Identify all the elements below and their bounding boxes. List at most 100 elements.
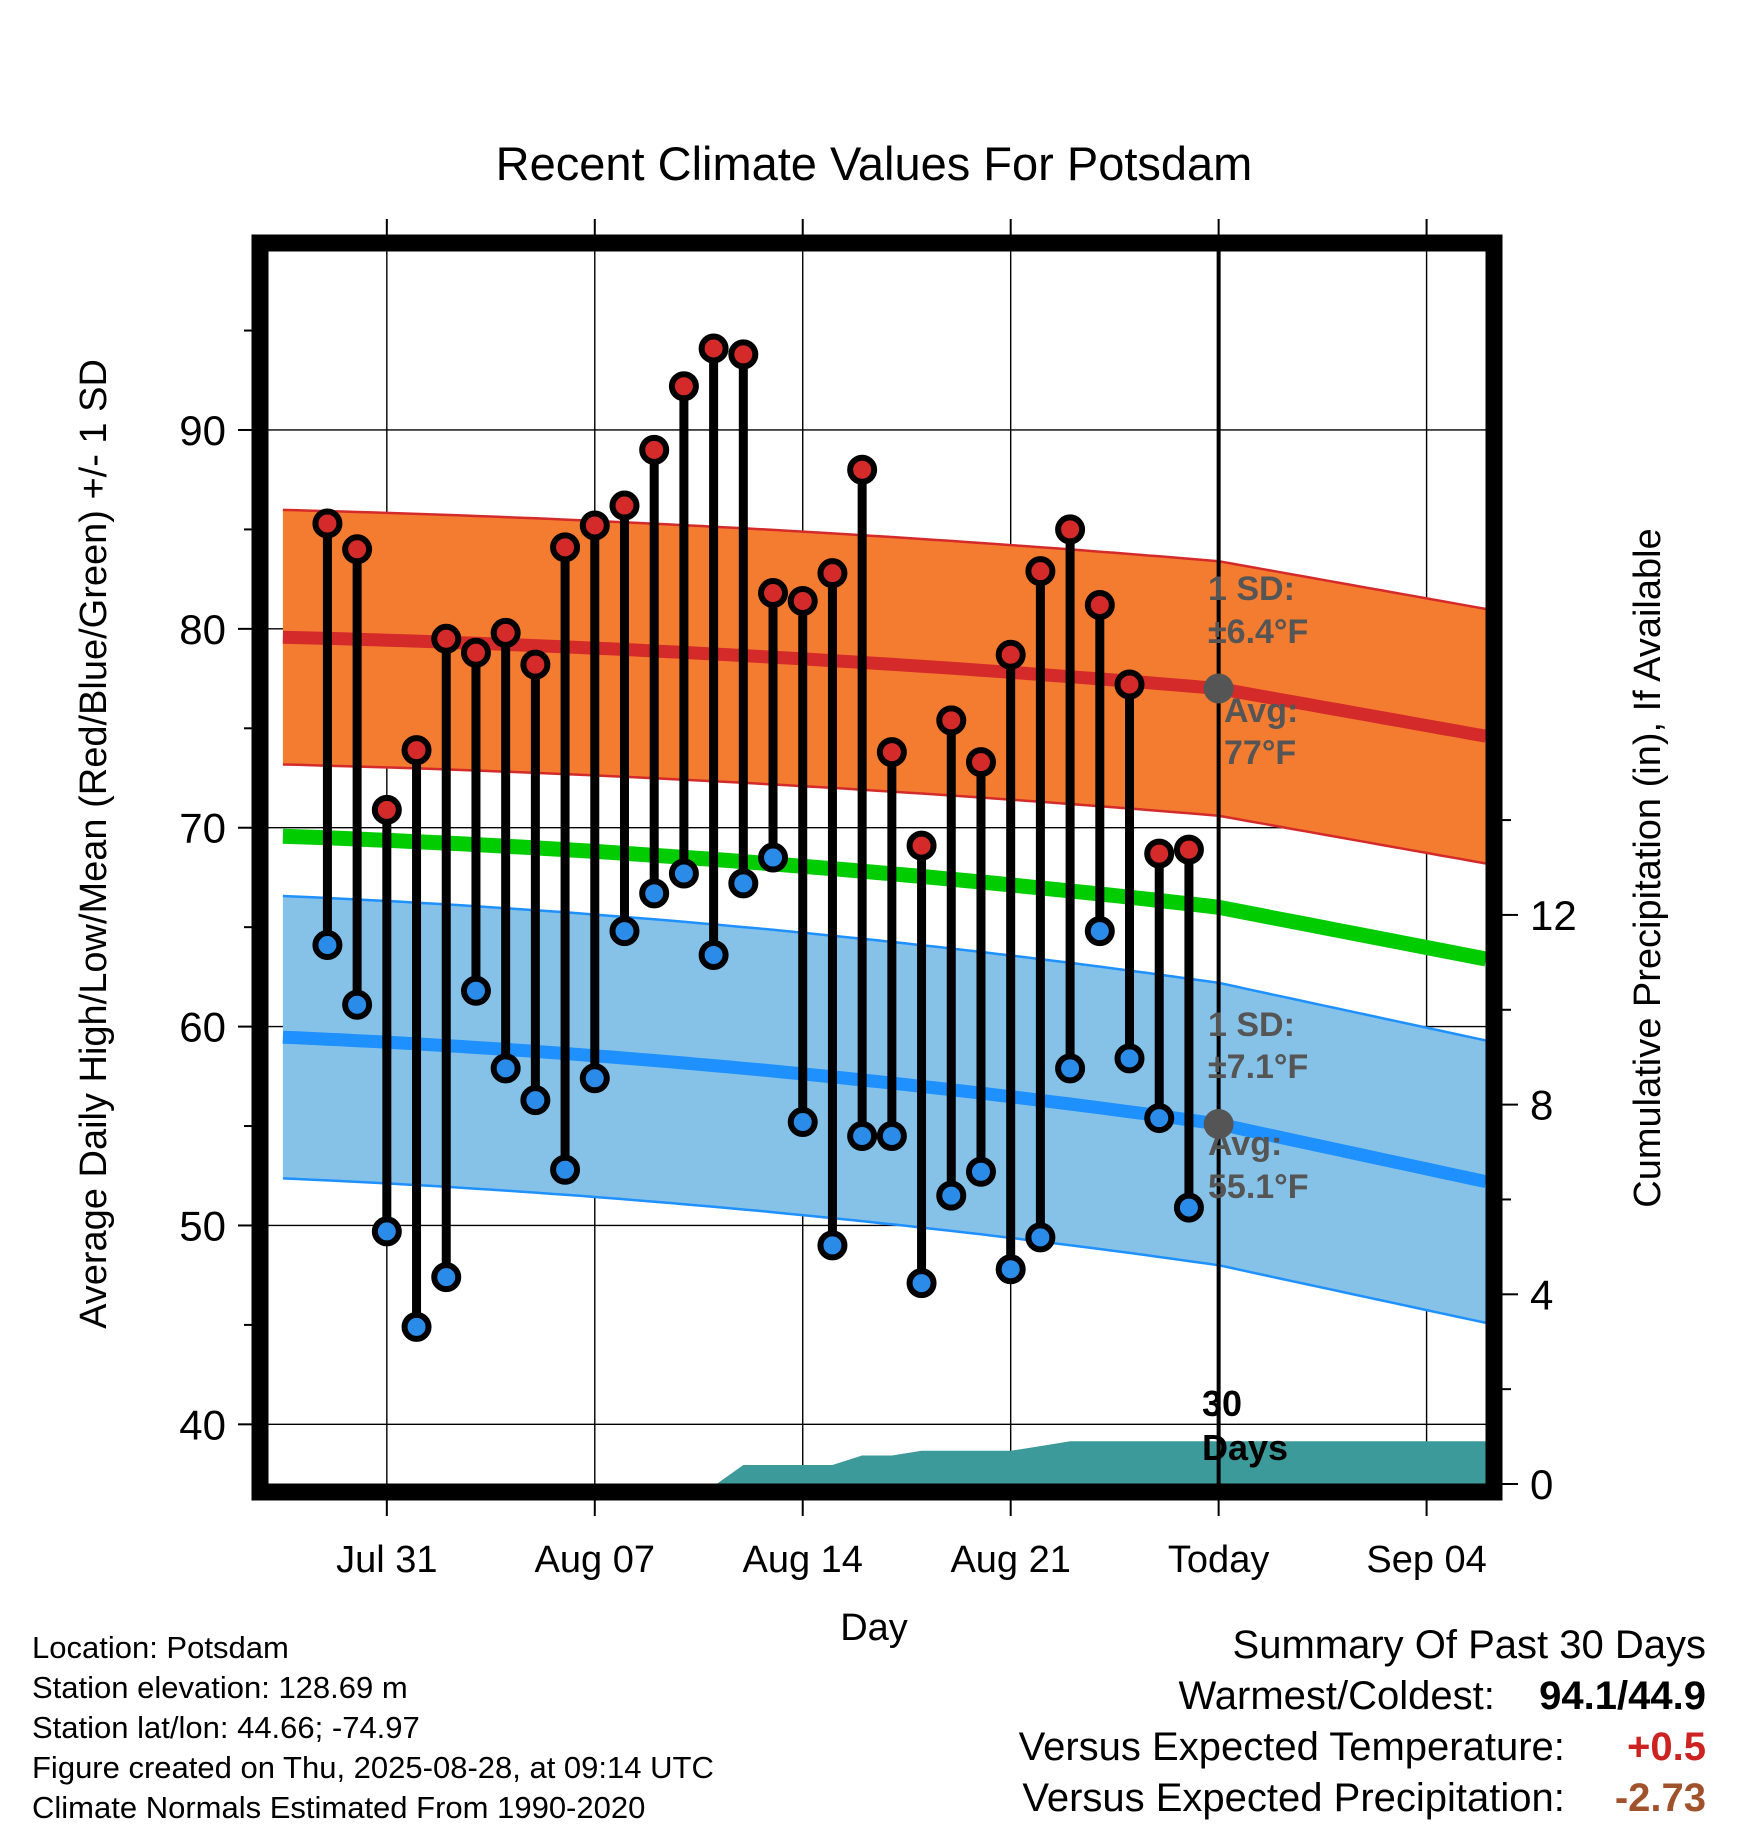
high-point	[787, 586, 818, 617]
high-point	[1055, 514, 1086, 545]
low-point	[342, 989, 373, 1020]
low-point	[758, 842, 789, 873]
y-tick-label: 60	[179, 1004, 226, 1051]
high-point	[460, 637, 491, 668]
high-point	[876, 737, 907, 768]
y-tick-label: 90	[179, 407, 226, 454]
mean-normal-line	[282, 828, 1488, 967]
low-point	[876, 1120, 907, 1151]
y-axis-title: Average Daily High/Low/Mean (Red/Blue/Gr…	[73, 359, 115, 1329]
low-point	[847, 1120, 878, 1151]
low-point	[668, 858, 699, 889]
y2-axis-title: Cumulative Precipitation (in), If Availa…	[1627, 528, 1669, 1207]
high-sd-band	[282, 509, 1486, 864]
low-sd-label: 1 SD:	[1208, 1006, 1295, 1044]
low-point	[1084, 916, 1115, 947]
warm-cold-value: 94.1/44.9	[1539, 1674, 1706, 1718]
x-tick-label: Aug 21	[950, 1539, 1070, 1581]
low-point	[728, 868, 759, 899]
low-point	[1055, 1053, 1086, 1084]
high-avg-marker	[1203, 673, 1234, 704]
low-point	[1144, 1103, 1175, 1134]
summary-temp: Versus Expected Temperature: +0.5	[1019, 1722, 1706, 1773]
summary-panel: Summary Of Past 30 Days Warmest/Coldest:…	[1019, 1620, 1706, 1824]
y-tick-label: 50	[179, 1202, 226, 1249]
period-label-number: 30	[1202, 1383, 1242, 1424]
high-point	[1173, 834, 1204, 865]
y2-tick-label: 12	[1530, 892, 1577, 939]
y2-tick-label: 4	[1530, 1271, 1553, 1318]
temp-value: +0.5	[1627, 1725, 1706, 1769]
y-tick-label: 80	[179, 606, 226, 653]
precipitation-area	[716, 1441, 1486, 1484]
high-point	[490, 617, 521, 648]
low-point	[906, 1268, 937, 1299]
low-band-upper-edge	[282, 894, 1487, 1042]
low-point	[817, 1230, 848, 1261]
low-avg-marker	[1203, 1109, 1234, 1140]
y2-tick-label: 0	[1530, 1461, 1553, 1508]
high-point	[1144, 838, 1175, 869]
high-point	[342, 534, 373, 565]
low-point	[787, 1107, 818, 1138]
high-sd-value: ±6.4°F	[1208, 613, 1308, 651]
low-sd-value: ±7.1°F	[1208, 1048, 1308, 1086]
high-point	[758, 578, 789, 609]
low-point	[579, 1063, 610, 1094]
x-axis-title: Day	[840, 1607, 908, 1649]
y-tick-label: 40	[179, 1401, 226, 1448]
high-point	[698, 333, 729, 364]
high-sd-label: 1 SD:	[1208, 570, 1295, 608]
low-band-lower-edge	[282, 1177, 1487, 1325]
precip-value: -2.73	[1614, 1776, 1706, 1820]
high-avg-value: 77°F	[1224, 734, 1296, 772]
high-point	[371, 794, 402, 825]
high-point	[431, 623, 462, 654]
x-tick-label: Aug 14	[743, 1539, 863, 1581]
x-tick-label: Today	[1168, 1539, 1269, 1581]
low-point	[639, 878, 670, 909]
high-point	[520, 649, 551, 680]
high-point	[1025, 556, 1056, 587]
high-point	[579, 510, 610, 541]
high-avg-label: Avg:	[1224, 692, 1298, 730]
low-avg-label: Avg:	[1208, 1125, 1282, 1163]
low-point	[1114, 1043, 1145, 1074]
footer-created: Figure created on Thu, 2025-08-28, at 09…	[32, 1750, 714, 1785]
x-tick-label: Sep 04	[1366, 1539, 1486, 1581]
summary-warm-cold: Warmest/Coldest: 94.1/44.9	[1019, 1671, 1707, 1722]
high-band-upper-edge	[282, 508, 1487, 611]
low-point	[1025, 1222, 1056, 1253]
footer-location: Location: Potsdam	[32, 1630, 289, 1665]
high-point	[312, 508, 343, 539]
low-point	[1173, 1192, 1204, 1223]
plot-frame	[251, 234, 1503, 1501]
footer-latlon: Station lat/lon: 44.66; -74.97	[32, 1710, 420, 1745]
low-point	[431, 1262, 462, 1293]
low-point	[550, 1154, 581, 1185]
high-point	[401, 735, 432, 766]
high-point	[936, 705, 967, 736]
temp-label: Versus Expected Temperature:	[1018, 1725, 1565, 1769]
high-point	[1084, 589, 1115, 620]
summary-precip: Versus Expected Precipitation: -2.73	[1019, 1773, 1706, 1824]
low-point	[490, 1053, 521, 1084]
high-band-lower-edge	[282, 763, 1487, 865]
high-point	[668, 371, 699, 402]
high-point	[550, 532, 581, 563]
low-point	[995, 1254, 1026, 1285]
footer-info: Location: Potsdam Station elevation: 128…	[32, 1628, 714, 1828]
low-point	[520, 1085, 551, 1116]
low-point	[965, 1156, 996, 1187]
low-avg-value: 55.1°F	[1208, 1168, 1309, 1206]
low-point	[460, 975, 491, 1006]
low-point	[312, 930, 343, 961]
x-tick-label: Jul 31	[336, 1539, 437, 1581]
x-tick-label: Aug 07	[535, 1539, 655, 1581]
low-point	[371, 1216, 402, 1247]
high-point	[728, 339, 759, 370]
footer-normals: Climate Normals Estimated From 1990-2020	[32, 1790, 646, 1825]
period-label-unit: Days	[1202, 1427, 1288, 1468]
low-point	[401, 1311, 432, 1342]
high-point	[1114, 669, 1145, 700]
